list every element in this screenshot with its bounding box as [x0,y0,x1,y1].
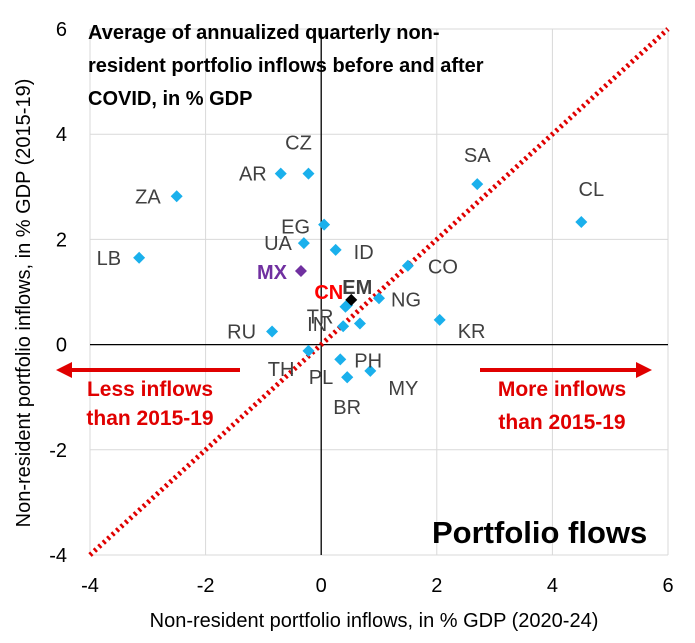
y-axis-title: Non-resident portfolio inflows, in % GDP… [13,79,35,528]
point-id [329,243,342,256]
x-tick-label-2: 0 [316,575,327,597]
point-em [345,293,358,306]
data-points [133,167,588,384]
point-label-pl: PL [309,367,333,389]
annotation-less-text-1: Less inflows [87,378,213,401]
point-lb [133,251,146,264]
point-label-ph: PH [354,350,382,372]
x-tick-label-1: -2 [197,575,215,597]
point-label-ru: RU [227,321,256,343]
point-kr [433,313,446,326]
point-ua [297,237,310,250]
point-label-ua: UA [264,233,292,255]
point-label-my: MY [388,378,418,400]
point-br [341,371,354,384]
y-tick-label-4: 4 [56,124,67,146]
axes [90,29,668,555]
point-label-za: ZA [135,186,161,208]
annotation-more-text-2: than 2015-19 [498,411,625,434]
point-label-id: ID [354,242,374,264]
x-tick-label-3: 2 [431,575,442,597]
chart-title: Average of annualized quarterly non- res… [88,22,489,110]
tick-labels: -4 -2 0 2 4 6 -4 -2 0 2 4 6 [49,19,673,597]
point-eg [318,218,331,231]
point-my [364,364,377,377]
y-tick-label-2: 0 [56,335,67,357]
point-za [170,190,183,203]
point-label-br: BR [333,397,361,419]
point-labels: CZ AR ZA EG ID UA LB MX CN EM TR NG CO SA CL KR IN RU TH PH… [97,133,604,420]
point-label-em: EM [342,277,372,299]
point-label-cz: CZ [285,133,312,155]
annotation-more-inflows: More inflows than 2015-19 [480,362,652,434]
annotation-less-text-2: than 2015-19 [86,407,213,430]
point-in [337,320,350,333]
point-cl [575,216,588,229]
x-tick-label-5: 6 [662,575,673,597]
point-label-ng: NG [391,289,421,311]
point-mx [294,264,307,277]
y-tick-label-3: 2 [56,229,67,251]
point-ar [274,167,287,180]
point-label-in: IN [307,314,327,336]
arrow-left-icon [56,362,72,378]
y-tick-label-1: -2 [49,440,67,462]
point-label-mx: MX [257,262,288,284]
panel-label: Portfolio flows [432,515,647,550]
point-ru [266,325,279,338]
point-label-co: CO [428,257,458,279]
x-tick-label-4: 4 [547,575,558,597]
point-unlabeled-17 [353,317,366,330]
point-ph [334,353,347,366]
point-label-eg: EG [281,217,310,239]
x-tick-label-0: -4 [81,575,99,597]
point-co [401,259,414,272]
chart-title-line-3: COVID, in % GDP [88,88,252,110]
point-label-lb: LB [97,248,121,270]
x-axis-title: Non-resident portfolio inflows, in % GDP… [150,610,599,632]
point-label-cn: CN [314,282,343,304]
point-label-ar: AR [239,164,267,186]
point-label-sa: SA [464,145,491,167]
point-sa [471,178,484,191]
point-th [302,344,315,357]
point-label-cl: CL [579,179,605,201]
annotation-more-text-1: More inflows [498,378,626,401]
point-tr [339,300,352,313]
point-ng [373,292,385,305]
y-tick-label-0: -4 [49,545,67,567]
point-cz [302,167,315,180]
point-label-th: TH [268,359,295,381]
point-label-tr: TR [307,307,334,329]
chart-title-line-1: Average of annualized quarterly non- [88,22,440,44]
annotation-less-inflows: Less inflows than 2015-19 [56,362,240,430]
arrow-right-icon [636,362,652,378]
chart-title-line-2: resident portfolio inflows before and af… [88,55,484,77]
y-tick-label-5: 6 [56,19,67,41]
diagonal-reference-line [88,27,670,557]
point-label-kr: KR [458,321,486,343]
